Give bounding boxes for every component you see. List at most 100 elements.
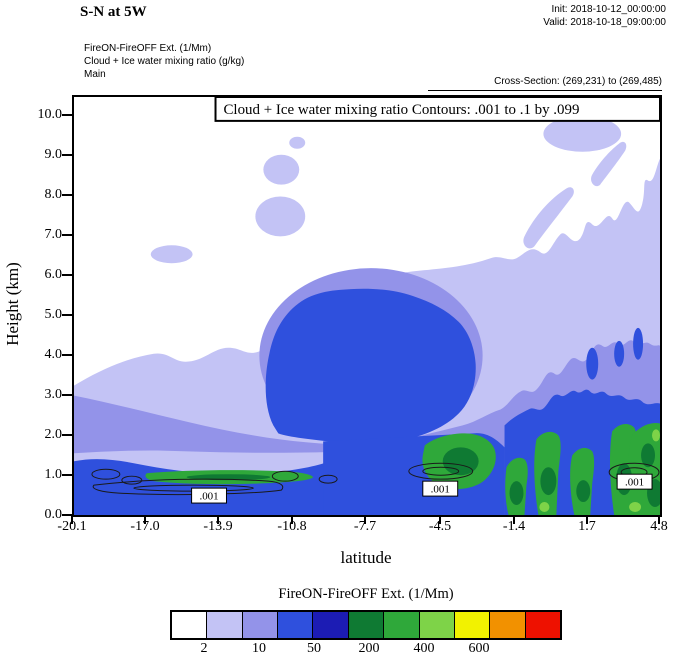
y-tick-label: 3.0 — [44, 387, 63, 402]
colorbar-cell — [241, 612, 278, 638]
colorbar-cell — [383, 612, 419, 638]
x-tick-label: -17.0 — [130, 519, 160, 534]
colorbar-cell — [277, 612, 313, 638]
colorbar-label: 10 — [252, 641, 266, 656]
colorbar-cell — [347, 612, 384, 638]
contour-inline-label: .001 — [199, 491, 218, 503]
x-tick-mark — [586, 515, 588, 524]
lavender-blob-topright — [543, 115, 622, 152]
blue-streak-right-1 — [586, 347, 599, 380]
contour-long-oval — [92, 478, 284, 496]
x-tick-label: -7.7 — [353, 519, 377, 534]
contour-field-label: Cloud + Ice water mixing ratio (g/kg) — [84, 56, 245, 67]
x-axis-label: latitude — [340, 548, 392, 567]
colorbar-title: FireON-FireOFF Ext. (1/Mm) — [278, 586, 454, 602]
colorbar-cell — [172, 612, 207, 638]
colorbar-label: 50 — [307, 641, 321, 656]
x-tick-label: -4.5 — [428, 519, 452, 534]
x-tick-label: -20.1 — [57, 519, 87, 534]
colorbar-label: 600 — [468, 641, 490, 656]
y-tick-label: 10.0 — [37, 107, 63, 122]
plot-legend: Cloud + Ice water mixing ratio Contours:… — [214, 97, 660, 122]
contour-inline-labels: .001 .001 .001 — [191, 473, 653, 504]
colorbar-cell — [453, 612, 490, 638]
y-tick-mark — [62, 274, 72, 276]
init-time: Init: 2018-10-12_00:00:00 — [551, 4, 666, 15]
colorbar-label: 2 — [200, 641, 208, 656]
y-tick-mark — [62, 474, 72, 476]
colorbar-cell — [312, 612, 348, 638]
light-green-bit-3 — [652, 429, 660, 442]
contour-plot-svg: .001 .001 .001 Cloud + Ice water mixing … — [74, 97, 660, 515]
lavender-blob-tiny-top — [289, 136, 306, 149]
lavender-blob-mid-8km — [255, 196, 306, 237]
cross-section-rule — [428, 90, 662, 91]
lavender-blob-mid-9km — [263, 154, 300, 185]
dark-green-speckle-1 — [509, 481, 524, 506]
contour-label-box — [422, 480, 459, 497]
lavender-blob-left-6km — [150, 245, 193, 264]
contour-left-oval-2 — [121, 475, 143, 485]
figure-title: S-N at 5W — [80, 4, 147, 20]
colorbar — [170, 610, 562, 640]
x-tick-label: -13.9 — [203, 519, 233, 534]
light-green-bit-2 — [629, 502, 642, 513]
dark-green-core-patch — [442, 447, 479, 476]
y-tick-mark — [62, 154, 72, 156]
lavender-streak-right-1 — [523, 187, 574, 249]
x-tick-mark — [217, 515, 219, 524]
y-tick-mark — [62, 514, 72, 516]
colorbar-label: 400 — [413, 641, 435, 656]
field-description-block: FireON-FireOFF Ext. (1/Mm) Cloud + Ice w… — [84, 42, 244, 81]
dark-green-speckle-5 — [641, 443, 656, 468]
x-tick-mark — [144, 515, 146, 524]
cross-section-label: Cross-Section: (269,231) to (269,485) — [494, 76, 662, 87]
y-tick-mark — [62, 114, 72, 116]
plot-area: .001 .001 .001 Cloud + Ice water mixing … — [72, 95, 662, 517]
lavender-streak-right-2 — [591, 141, 627, 187]
contour-mid-oval-2 — [318, 474, 338, 484]
init-valid-block: Init: 2018-10-12_00:00:00 Valid: 2018-10… — [543, 3, 666, 29]
y-tick-label: 7.0 — [44, 227, 63, 242]
y-tick-label: 8.0 — [44, 187, 63, 202]
shading-field-label: FireON-FireOFF Ext. (1/Mm) — [84, 43, 212, 54]
y-tick-mark — [62, 314, 72, 316]
y-tick-label: 2.0 — [44, 427, 63, 442]
x-tick-mark — [513, 515, 515, 524]
contour-right-oval — [408, 462, 474, 480]
contour-right-oval-inner — [422, 466, 460, 476]
colorbar-cell — [489, 612, 525, 638]
contour-label-box — [616, 473, 653, 490]
light-green-bit-1 — [539, 502, 550, 513]
x-tick-label: 4.8 — [650, 519, 668, 534]
colorbar-cell — [206, 612, 242, 638]
contour-label-box — [191, 487, 227, 504]
x-tick-label: 1.7 — [578, 519, 596, 534]
valid-time: Valid: 2018-10-18_09:00:00 — [543, 17, 666, 28]
contour-mid-oval-1 — [271, 470, 299, 482]
dark-green-speckle-3 — [576, 480, 591, 503]
contour-inline-label: .001 — [431, 484, 450, 496]
purple-left-band — [74, 395, 359, 454]
y-tick-label: 6.0 — [44, 267, 63, 282]
y-axis-label-wrap: Height (km) — [0, 95, 26, 513]
x-tick-mark — [71, 515, 73, 524]
y-tick-label: 1.0 — [44, 467, 63, 482]
fill-layer-light-green — [539, 429, 660, 513]
colorbar-label: 200 — [358, 641, 380, 656]
dark-green-speckle-2 — [540, 467, 557, 496]
x-tick-mark — [291, 515, 293, 524]
x-tick-mark — [439, 515, 441, 524]
y-tick-label: 0.0 — [44, 507, 63, 522]
colorbar-cell — [418, 612, 454, 638]
x-tick-mark — [658, 515, 660, 524]
y-tick-mark — [62, 394, 72, 396]
y-tick-label: 4.0 — [44, 347, 63, 362]
y-tick-mark — [62, 234, 72, 236]
contour-left-oval-1 — [91, 468, 121, 480]
y-tick-mark — [62, 434, 72, 436]
plot-legend-text: Cloud + Ice water mixing ratio Contours:… — [223, 102, 579, 118]
y-axis-label: Height (km) — [3, 262, 23, 346]
x-tick-label: -1.4 — [502, 519, 526, 534]
blue-streak-right-2 — [614, 340, 625, 367]
